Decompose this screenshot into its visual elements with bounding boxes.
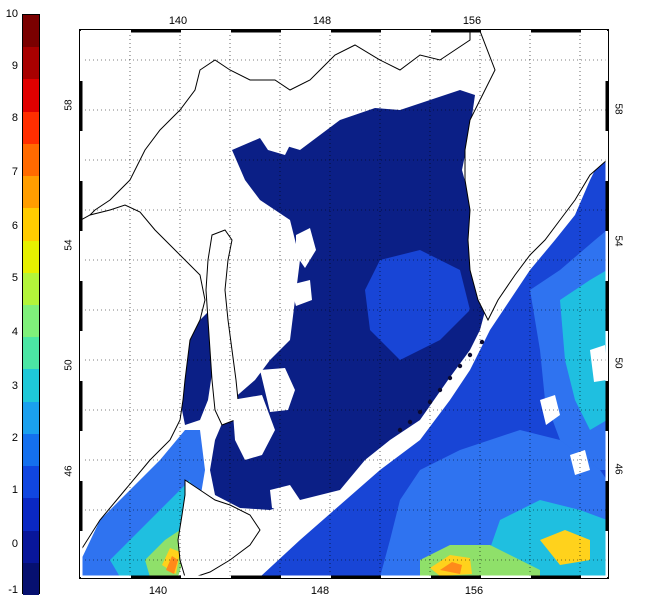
frame-ticks (79, 29, 609, 579)
colorbar-segment (23, 498, 39, 532)
colorbar-label: 3 (11, 380, 18, 392)
colorbar-segment (23, 433, 39, 467)
colorbar-segment (23, 337, 39, 370)
kamchatka-land (464, 31, 607, 322)
colorbar-label: 2 (11, 432, 18, 444)
kuril-island (427, 399, 433, 405)
colorbar-label: 10 (5, 8, 18, 20)
south-pacific-orange (440, 562, 462, 574)
lat-tick-right-54: 54 (612, 235, 624, 247)
lat-tick-right-46: 46 (612, 463, 624, 475)
lat-tick-left-54: 54 (63, 239, 75, 251)
lon-tick-bottom-148: 148 (310, 585, 330, 597)
lat-tick-right-58: 58 (612, 103, 624, 115)
colorbar-label: 9 (11, 60, 18, 72)
colorbar-label: 0 (11, 538, 18, 550)
colorbar-segment (23, 562, 39, 596)
japan-sea-orange (166, 556, 178, 574)
nodata-hole (290, 280, 312, 306)
nodata-hole (270, 485, 300, 512)
colorbar-segment (23, 208, 39, 242)
nodata-hole (258, 115, 295, 155)
nodata-hole (260, 368, 295, 412)
lat-tick-left-50: 50 (63, 359, 75, 371)
colorbar-segment (23, 111, 39, 145)
colorbar-segment (23, 466, 39, 499)
kuril-island (437, 387, 443, 393)
kuril-island (397, 427, 403, 433)
lon-tick-top-148: 148 (312, 15, 332, 27)
nodata-hole (232, 395, 275, 460)
kuril-island (479, 339, 485, 345)
map-border (79, 29, 609, 579)
colorbar-label: 5 (11, 272, 18, 284)
colorbar-segment (23, 47, 39, 80)
lat-tick-left-46: 46 (63, 465, 75, 477)
colorbar-segment (23, 240, 39, 274)
colorbar-label: -1 (8, 584, 18, 596)
kuril-island (457, 363, 463, 369)
colorbar-label: 8 (11, 112, 18, 124)
south-pacific-yellow-2 (540, 530, 590, 565)
colorbar-label: 4 (11, 326, 18, 338)
colorbar-segment (23, 305, 39, 338)
colorbar-label: 7 (11, 166, 18, 178)
colorbar-segment (23, 143, 39, 177)
sea-ice-data-layer (81, 31, 607, 577)
kuril-island (407, 419, 413, 425)
nodata-hole (590, 345, 607, 382)
kuril-island (447, 375, 453, 381)
kuril-island (467, 352, 473, 358)
graticule (81, 31, 607, 577)
japan-sea-cyan (110, 480, 195, 577)
nodata-hole (570, 450, 590, 475)
colorbar-segment (23, 272, 39, 306)
colorbar-segment (23, 530, 39, 564)
colorbar-label: 1 (11, 484, 18, 496)
lon-tick-top-140: 140 (168, 15, 188, 27)
pacific-cyan-band (560, 270, 607, 430)
japan-sea-region (81, 430, 205, 577)
colorbar (22, 14, 40, 596)
nodata-hole (296, 228, 316, 268)
colorbar-label: 6 (11, 220, 18, 232)
colorbar-segment (23, 176, 39, 209)
colorbar-segment (23, 401, 39, 435)
lat-tick-left-58: 58 (63, 99, 75, 111)
kuril-island (417, 409, 423, 415)
colorbar-segment (23, 369, 39, 403)
colorbar-segment (23, 79, 39, 113)
colorbar-segment (23, 15, 39, 48)
okhotsk-mid-patch (365, 250, 470, 360)
lon-tick-bottom-156: 156 (464, 585, 484, 597)
lat-tick-right-50: 50 (612, 357, 624, 369)
lon-tick-top-156: 156 (462, 15, 482, 27)
lon-tick-bottom-140: 140 (148, 585, 168, 597)
